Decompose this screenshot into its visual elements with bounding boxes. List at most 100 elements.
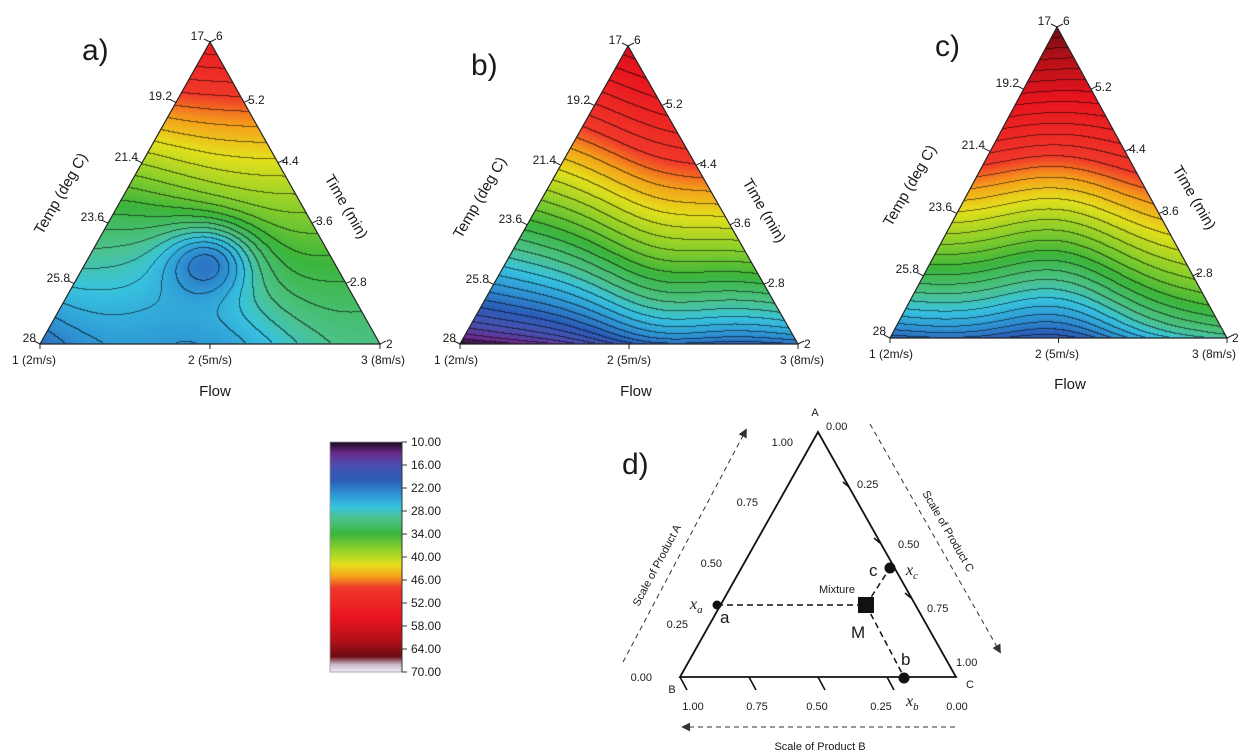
scale-b-tick: 1.00 [682, 701, 703, 713]
scale-b-tick: 0.25 [870, 701, 891, 713]
left-tick-label: 28 [23, 331, 37, 345]
axis-tick-mark [797, 340, 805, 345]
bottom-axis-title: Flow [620, 383, 652, 400]
colorbar-tick-label: 16.00 [411, 458, 441, 472]
right-tick-label: 2.8 [768, 276, 785, 290]
scale-c-arrow [869, 423, 1001, 654]
scale-a-title: Scale of Product A [631, 522, 684, 608]
axis-tick-mark [1056, 23, 1064, 28]
point-b-marker [898, 672, 910, 684]
right-tick-label: 3.6 [1162, 204, 1179, 218]
right-tick-label: 4.4 [282, 154, 299, 168]
colorbar-tick-label: 70.00 [411, 665, 441, 679]
left-tick-label: 23.6 [499, 212, 523, 226]
ternary-panel-a: a) 17 19.2 21.4 23.6 25.8 28 6 5.2 4.4 3… [12, 29, 405, 400]
colorbar-tick-label: 52.00 [411, 596, 441, 610]
right-tick-label: 6 [1063, 14, 1070, 28]
scale-c-title: Scale of Product C [919, 489, 975, 574]
corner-label-a: A [811, 407, 819, 419]
right-tick-label: 4.4 [1129, 142, 1146, 156]
left-tick-label: 17 [1038, 14, 1052, 28]
axis-tick-mark [1192, 272, 1200, 277]
scale-c-tick: 0.25 [857, 479, 878, 491]
mixture-line-b [865, 604, 905, 678]
left-tick-label: 23.6 [929, 200, 953, 214]
axis-tick-mark [983, 147, 991, 152]
axis-tick-mark [135, 159, 143, 164]
scale-c-tick: 0.75 [927, 603, 948, 615]
point-m-label: M [851, 623, 865, 642]
axis-tick-mark [950, 210, 958, 215]
right-axis-title: Time (min) [739, 176, 789, 246]
colorbar-tick-label: 22.00 [411, 481, 441, 495]
right-tick-label: 6 [634, 33, 641, 47]
corner-label-c: C [966, 679, 974, 691]
xc-label: xc [905, 562, 918, 582]
panel-label-d: d) [622, 448, 649, 481]
mixture-marker [858, 597, 874, 613]
bottom-tick-label: 1 (2m/s) [869, 347, 913, 361]
axis-tick-mark [1090, 85, 1098, 90]
axis-tick-mark [453, 340, 461, 345]
axis-tick-mark [588, 102, 595, 107]
axis-tick-mark [311, 219, 319, 224]
left-axis-title: Temp (deg C) [450, 154, 510, 241]
panel-label-b: b) [471, 49, 498, 82]
diagram-triangle [678, 430, 958, 678]
axis-tick-mark [243, 98, 251, 103]
axis-tick-mark [729, 221, 737, 226]
mixture-label: Mixture [819, 584, 855, 596]
axis-tick-mark [345, 280, 353, 285]
right-tick-label: 5.2 [248, 93, 265, 107]
axis-tick-mark [209, 38, 217, 43]
ternary-panel-b: b) 17 19.2 21.4 23.6 25.8 28 6 5.2 4.4 3… [434, 33, 824, 400]
scale-a-tick: 0.75 [737, 497, 758, 509]
axis-tick-mark [101, 219, 109, 224]
axis-tick-mark [1017, 85, 1024, 90]
scale-c-tick: 1.00 [956, 657, 977, 669]
right-tick-label: 2 [1232, 331, 1239, 345]
axis-tick-mark [1124, 147, 1132, 152]
colorbar-ticks: 10.00 16.00 22.00 28.00 34.00 40.00 46.00 52.00… [402, 435, 441, 679]
left-tick-label: 21.4 [962, 138, 986, 152]
right-tick-label: 3.6 [734, 216, 751, 230]
left-tick-label: 21.4 [115, 150, 139, 164]
scale-c-tick: 0.50 [898, 539, 919, 551]
axis-tick-mark [627, 42, 635, 47]
scale-b-tick: 0.75 [746, 701, 767, 713]
axis-tick-mark [695, 161, 703, 166]
scale-a-tick: 0.50 [701, 558, 722, 570]
axis-tick-mark [169, 98, 177, 103]
bottom-tick-label: 3 (8m/s) [780, 353, 824, 367]
bottom-tick-label: 1 (2m/s) [434, 353, 478, 367]
point-c-label: c [869, 561, 878, 580]
panel-label-c: c) [935, 30, 960, 63]
left-tick-label: 19.2 [996, 76, 1020, 90]
right-tick-label: 2.8 [1196, 266, 1213, 280]
colorbar-tick-label: 28.00 [411, 504, 441, 518]
axis-tick-mark [520, 221, 528, 226]
colorbar-tick-label: 10.00 [411, 435, 441, 449]
left-tick-label: 21.4 [533, 153, 557, 167]
panel-label-a: a) [82, 34, 109, 67]
axis-tick-mark [661, 102, 669, 107]
axis-tick-mark [554, 161, 562, 166]
axis-tick-mark [621, 42, 629, 47]
colorbar-tick-label: 64.00 [411, 642, 441, 656]
bottom-tick-label: 2 (5m/s) [188, 353, 232, 367]
left-tick-label: 19.2 [149, 89, 173, 103]
bottom-tick-label: 1 (2m/s) [12, 353, 56, 367]
colorbar-tick-label: 34.00 [411, 527, 441, 541]
point-c-marker [884, 562, 896, 574]
axis-tick-mark [33, 340, 41, 345]
scale-c-tick: 0.00 [826, 421, 847, 433]
left-tick-label: 28 [873, 324, 887, 338]
axis-tick-mark [763, 280, 771, 285]
axis-tick-mark [487, 280, 494, 285]
colorbar-tick-label: 58.00 [411, 619, 441, 633]
bottom-tick-label: 2 (5m/s) [607, 353, 651, 367]
left-tick-label: 25.8 [47, 271, 71, 285]
scale-b-tick: 0.50 [806, 701, 827, 713]
ternary-diagram-d: d) A B C 1.00 0.75 0.50 0.25 0.00 0.00 0… [622, 407, 1001, 753]
tick-marks-a [33, 38, 387, 349]
